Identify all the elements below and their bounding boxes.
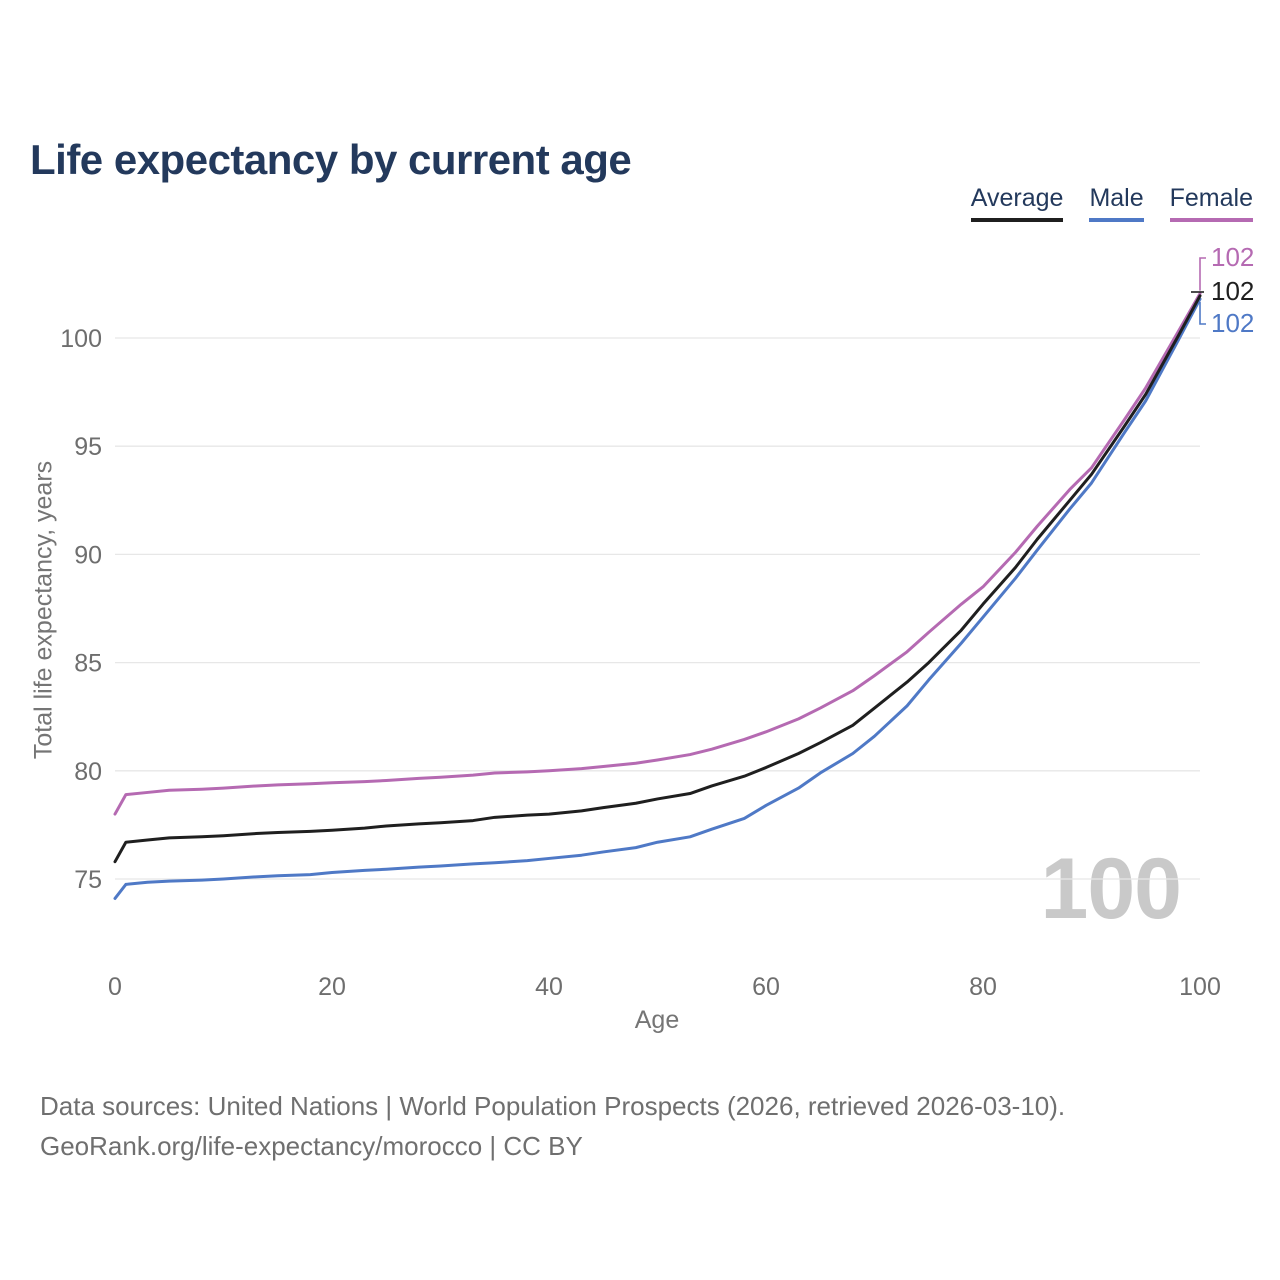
age-counter-watermark: 100 bbox=[1040, 841, 1182, 937]
page-title: Life expectancy by current age bbox=[30, 136, 632, 184]
y-tick-label: 85 bbox=[74, 650, 102, 678]
x-tick-label: 20 bbox=[318, 973, 346, 1001]
series-line-female bbox=[113, 292, 1202, 816]
legend-item-female[interactable]: Female bbox=[1169, 184, 1253, 222]
footer-attribution-line: GeoRank.org/life-expectancy/morocco | CC… bbox=[40, 1131, 583, 1161]
y-tick-label: 75 bbox=[74, 866, 102, 894]
legend: Average Male Female bbox=[970, 184, 1253, 222]
legend-item-average[interactable]: Average bbox=[970, 184, 1064, 222]
x-tick-label: 80 bbox=[969, 973, 997, 1001]
legend-label-male: Male bbox=[1089, 184, 1144, 212]
x-axis-title: Age bbox=[634, 1006, 680, 1034]
end-label-connector-male bbox=[1199, 302, 1206, 325]
y-axis-title: Total life expectancy, years bbox=[29, 460, 58, 760]
footer-sources-line: Data sources: United Nations | World Pop… bbox=[40, 1091, 1066, 1121]
x-tick-label: 100 bbox=[1179, 973, 1221, 1001]
end-value-label-average: 102 bbox=[1211, 276, 1254, 306]
x-tick-label: 40 bbox=[535, 973, 563, 1001]
legend-label-female: Female bbox=[1169, 184, 1253, 212]
legend-label-average: Average bbox=[970, 184, 1064, 212]
end-value-label-male: 102 bbox=[1211, 308, 1254, 338]
legend-item-male[interactable]: Male bbox=[1089, 184, 1144, 222]
series-line-male bbox=[113, 297, 1202, 900]
x-tick-label: 60 bbox=[752, 973, 780, 1001]
series-line-average bbox=[113, 294, 1202, 864]
y-tick-label: 80 bbox=[74, 758, 102, 786]
end-value-label-female: 102 bbox=[1211, 242, 1254, 272]
y-tick-label: 90 bbox=[74, 541, 102, 569]
y-tick-label: 100 bbox=[60, 325, 102, 353]
x-tick-label: 0 bbox=[108, 973, 122, 1001]
end-label-connector-female bbox=[1199, 257, 1206, 291]
footer: Data sources: United Nations | World Pop… bbox=[40, 1086, 1065, 1166]
y-tick-label: 95 bbox=[74, 433, 102, 461]
